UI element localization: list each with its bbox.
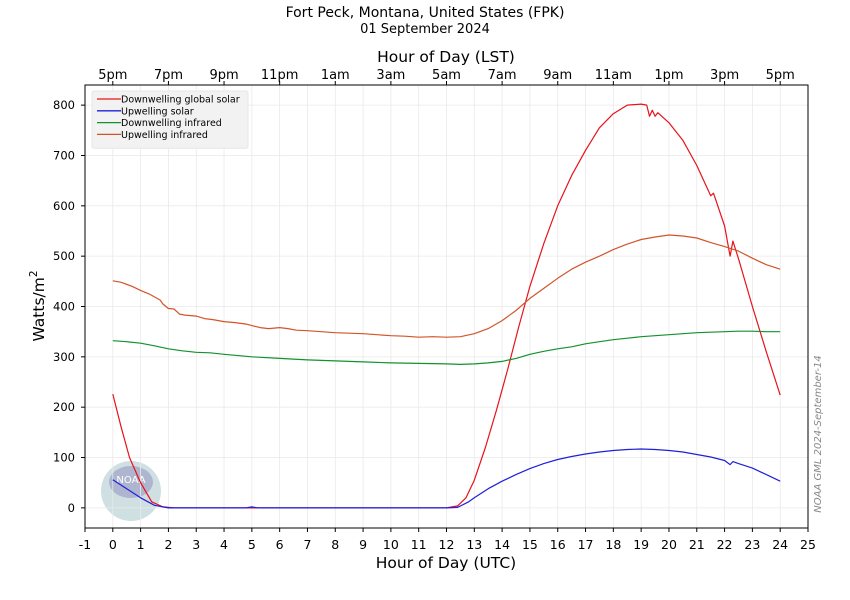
series-line-dwir [112,330,781,365]
x-tick-label: 7 [303,537,311,552]
plot-frame [84,84,809,529]
x-tick-label: -1 [79,537,91,552]
x-tick-label: 0 [109,537,117,552]
top-tick-label: 11pm [261,68,298,83]
x-tick-label: 6 [276,537,284,552]
top-tick-label: 3am [376,68,405,83]
top-tick-label: 5pm [766,68,795,83]
y-axis-label-sup: 2 [28,270,40,277]
x-tick-label: 2 [164,537,172,552]
top-tick-label: 11am [595,68,632,83]
x-axis-label: Hour of Day (UTC) [376,554,516,572]
x-tick-label: 9 [359,537,367,552]
top-tick-label: 5pm [98,68,127,83]
svg-text:Watts/m2: Watts/m2 [28,270,48,341]
top-tick-label: 3pm [710,68,739,83]
x-tick-label: 24 [772,537,788,552]
top-tick-label: 7pm [154,68,183,83]
grid-lines [84,85,809,528]
x-tick-label: 15 [522,537,538,552]
y-axis-label-text: Watts/m [30,277,48,341]
noaa-logo-text: NOAA [116,475,145,486]
x-tick-label: 8 [331,537,339,552]
y-tick-label: 200 [53,400,75,414]
x-tick-label: 11 [411,537,427,552]
x-tick-label: 1 [137,537,145,552]
x-tick-label: 12 [439,537,455,552]
x-tick-label: 3 [192,537,200,552]
y-tick-label: 700 [53,148,75,162]
x-tick-label: 14 [494,537,510,552]
axis-ticks: -1 0 1 2 3 4 5 6 7 8 9 10 11 12 13 14 15 16 17 18 19 20 21 22 23… [53,68,816,552]
y-tick-label: 600 [53,199,75,213]
noaa-logo-bird [109,466,153,498]
top-axis-label: Hour of Day (LST) [377,48,515,66]
legend-box [91,90,249,149]
x-tick-label: 16 [550,537,566,552]
legend-label-upir: Upwelling infrared [121,130,208,141]
x-tick-label: 13 [466,537,482,552]
x-tick-label: 25 [800,537,816,552]
top-tick-label: 7am [488,68,517,83]
data-series [112,103,781,509]
x-tick-label: 5 [248,537,256,552]
x-tick-label: 17 [578,537,594,552]
top-tick-label: 1am [321,68,350,83]
legend-label-global: Downwelling global solar [121,95,240,106]
legend-label-upsolar: Upwelling solar [121,106,194,117]
x-tick-label: 18 [605,537,621,552]
x-tick-label: 19 [633,537,649,552]
top-tick-label: 5am [432,68,461,83]
chart-title: Fort Peck, Montana, United States (FPK) [286,5,565,21]
top-tick-label: 9am [543,68,572,83]
x-tick-label: 20 [661,537,677,552]
y-tick-label: 0 [68,501,75,515]
top-tick-label: 1pm [654,68,683,83]
watermark-text: NOAA GML 2024-September-14 [813,355,824,512]
x-tick-label: 21 [689,537,705,552]
y-tick-label: 800 [53,98,75,112]
chart-subtitle: 01 September 2024 [360,22,490,37]
y-axis-label: Watts/m2 [28,270,48,341]
y-tick-label: 100 [53,451,75,465]
x-tick-label: 23 [744,537,760,552]
x-tick-label: 4 [220,537,228,552]
legend-label-dwir: Downwelling infrared [121,118,222,129]
top-tick-label: 9pm [209,68,238,83]
y-tick-label: 300 [53,350,75,364]
x-tick-label: 22 [717,537,733,552]
x-tick-label: 10 [383,537,399,552]
series-line-upir [112,234,781,338]
y-tick-label: 500 [53,249,75,263]
y-tick-label: 400 [53,300,75,314]
series-line-upsolar [112,448,781,509]
